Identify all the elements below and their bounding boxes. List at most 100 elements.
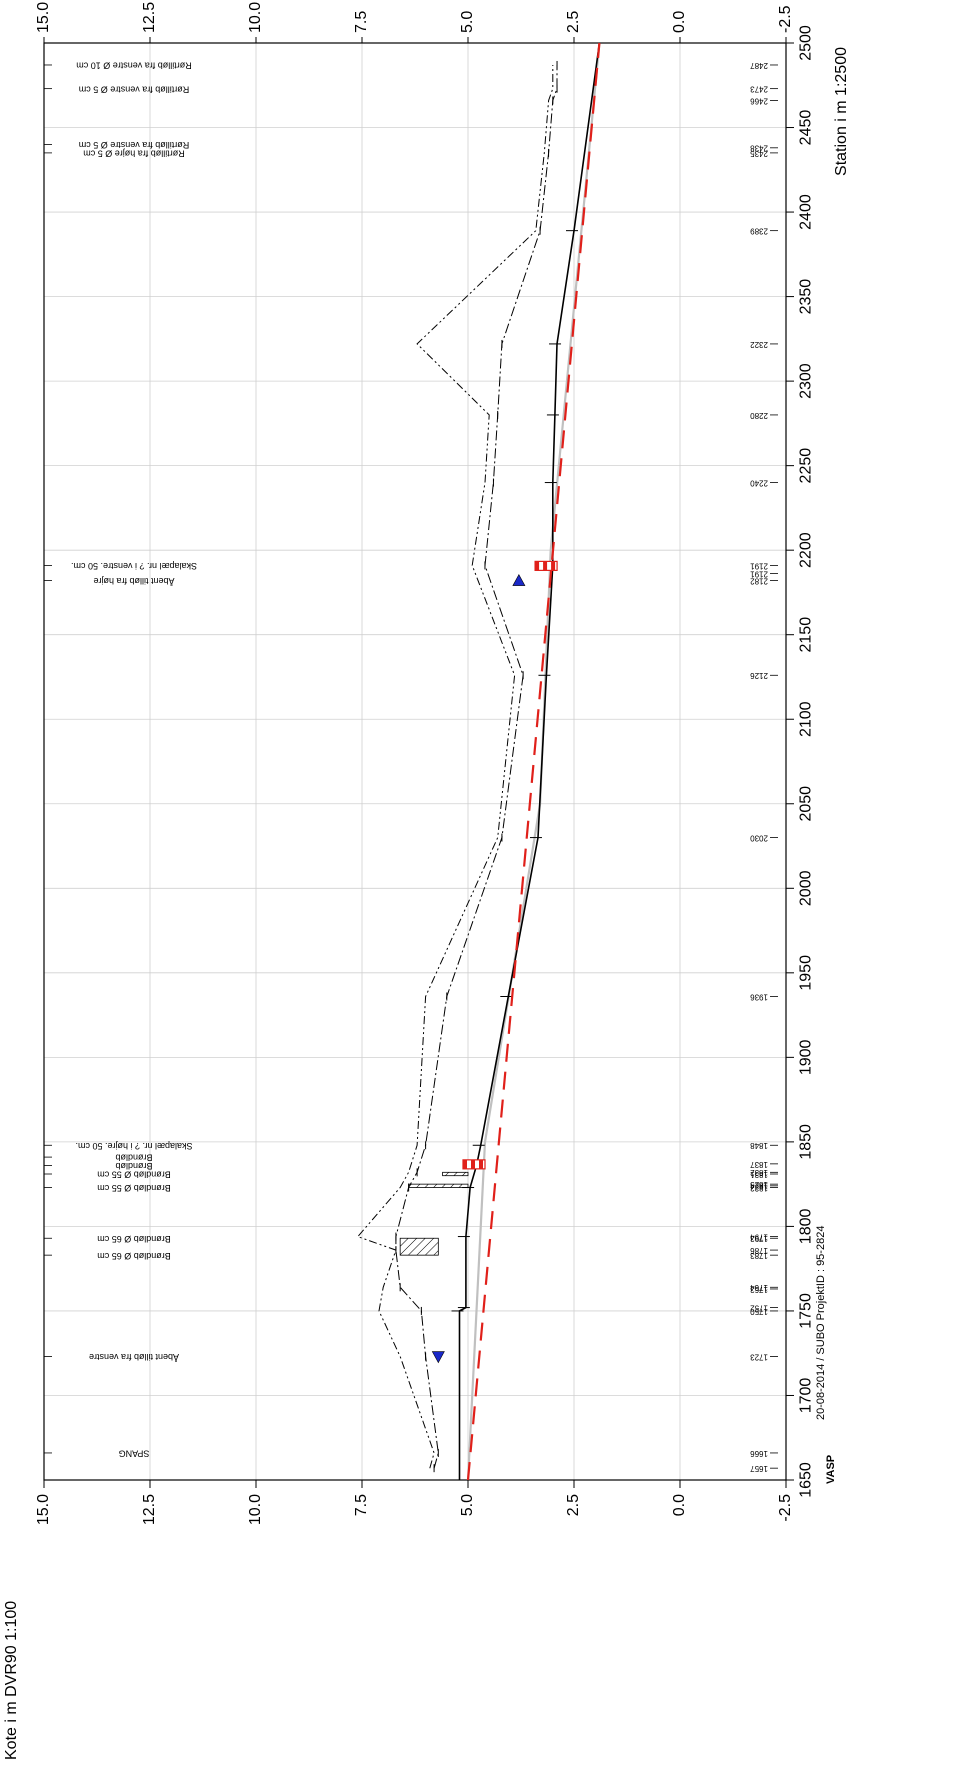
annotation-label: Rørtilløb fra venstre Ø 10 cm [76, 61, 192, 71]
station-label: 1936 [750, 992, 768, 1001]
y-tick-label-bottom: 2.5 [565, 1494, 582, 1516]
y-tick-label-bottom: 12.5 [141, 1494, 158, 1525]
series-terrain-right [395, 65, 558, 1469]
y-tick-label-bottom: 5.0 [459, 1494, 476, 1516]
annotation-label: Åbent tilløb fra venstre [89, 1352, 179, 1362]
y-tick-label-bottom: -2.5 [777, 1494, 794, 1522]
y-tick-label-top: 7.5 [353, 11, 370, 33]
annotation-label: Skalapæl nr. ? i højre. 50 cm. [75, 1141, 192, 1151]
scale-pole-stripe [543, 561, 548, 571]
station-label: 1793 [750, 1234, 768, 1243]
plot-border [43, 42, 787, 1481]
station-label: 1832 [750, 1168, 768, 1177]
inflow-marker [512, 573, 526, 586]
annotation-label: Rørtilløb fra venstre Ø 5 cm [79, 84, 190, 94]
annotation-label: Rørtilløb fra højre Ø 5 cm [83, 149, 185, 159]
scale-pole-stripe [551, 561, 556, 571]
station-label: 1831 [750, 1170, 768, 1179]
scale-pole-stripe [535, 561, 540, 571]
y-tick-label-top: 10.0 [247, 2, 264, 33]
axis-labels: Kote i m DVR90 1:100 Station i m 1:2500 … [3, 47, 850, 1760]
station-label: 2182 [750, 576, 768, 585]
x-tick-label: 2450 [797, 110, 814, 146]
station-label: 2126 [750, 671, 768, 680]
series-terrain-left [356, 65, 554, 1469]
station-label: 1783 [750, 1251, 768, 1260]
station-label: 2438 [750, 144, 768, 153]
station-label: 1823 [750, 1183, 768, 1192]
markers [399, 560, 558, 1364]
x-tick-label: 2150 [797, 617, 814, 653]
station-label: 1657 [750, 1464, 768, 1473]
station-label: 1750 [750, 1307, 768, 1316]
station-label: 2466 [750, 96, 768, 105]
x-tick-label: 2400 [797, 194, 814, 230]
y-tick-label-top: 5.0 [459, 11, 476, 33]
station-label: 2322 [750, 340, 768, 349]
y-tick-label-top: -2.5 [777, 5, 794, 33]
station-label: 1666 [750, 1449, 768, 1458]
station-label: 2487 [750, 61, 768, 70]
x-tick-label: 2500 [797, 25, 814, 61]
x-tick-label: 1900 [797, 1039, 814, 1075]
station-label: 1825 [750, 1180, 768, 1189]
x-tick-label: 1700 [797, 1378, 814, 1414]
station-label: 1763 [750, 1285, 768, 1294]
x-tick-labels: 1650 1700 1750 1800 1850 1900 1950 2000 2050 2100… [797, 25, 814, 1498]
y-axis-label: Kote i m DVR90 1:100 [3, 1601, 20, 1760]
x-tick-label: 1750 [797, 1293, 814, 1329]
annotation-label: Skalapæl nr. ? i venstre. 50 cm. [71, 561, 197, 571]
y-tick-label-top: 15.0 [35, 2, 52, 33]
well-box [442, 1171, 469, 1177]
x-tick-label: 1850 [797, 1124, 814, 1160]
station-label: 2191 [750, 561, 768, 570]
series-design-red [466, 42, 601, 1481]
x-axis-label: Station i m 1:2500 [833, 47, 850, 176]
plot-frame [43, 42, 787, 1481]
x-tick-label: 2250 [797, 448, 814, 484]
y-tick-label-top: 2.5 [565, 11, 582, 33]
station-label: 2280 [750, 411, 768, 420]
station-label: 1764 [750, 1283, 768, 1292]
station-label: 1794 [750, 1232, 768, 1241]
annotation-label: Brøndløb [115, 1161, 152, 1171]
annotation-label: SPANG [119, 1449, 150, 1459]
x-tick-label: 2350 [797, 279, 814, 315]
annotation-label: Brøndløb [115, 1153, 152, 1163]
x-tick-label: 1950 [797, 955, 814, 991]
station-label: 1848 [750, 1141, 768, 1150]
footer-left: VASP [825, 1455, 837, 1484]
x-tick-label: 2000 [797, 870, 814, 906]
station-label: 1786 [750, 1246, 768, 1255]
x-tick-label: 1650 [797, 1462, 814, 1498]
station-label: 2435 [750, 149, 768, 158]
annotation-label: Brøndløb Ø 65 cm [97, 1234, 171, 1244]
x-tick-label: 2050 [797, 786, 814, 822]
y-tick-label-bottom: 7.5 [353, 1494, 370, 1516]
well-box [408, 1183, 469, 1188]
x-tick-label: 2100 [797, 701, 814, 737]
footer-right: 20-08-2014 / SUBO ProjektID : 95-2824 [815, 1226, 827, 1420]
station-label: 1837 [750, 1160, 768, 1169]
scale-pole-stripe [471, 1159, 475, 1169]
series-grey-line [466, 42, 601, 1481]
scale-pole-stripe [479, 1159, 483, 1169]
station-label: 1824 [750, 1182, 768, 1191]
x-tick-label: 2200 [797, 532, 814, 568]
annotation-label: Brøndløb Ø 55 cm [97, 1183, 171, 1193]
x-tick-label: 2300 [797, 363, 814, 399]
annotation-label: Brøndløb Ø 55 cm [97, 1170, 171, 1180]
y-tick-label-bottom: 15.0 [35, 1494, 52, 1525]
y-tick-label-top: 0.0 [671, 11, 688, 33]
station-label: 2389 [750, 227, 768, 236]
y-tick-labels: -2.5 -2.5 0.0 0.0 2.5 2.5 5.0 5.0 7.5 7.5 10.0 10.0… [35, 2, 794, 1525]
station-label: 1723 [750, 1352, 768, 1361]
annotation-label: Rørtilløb fra venstre Ø 5 cm [79, 140, 190, 150]
y-tick-label-bottom: 0.0 [671, 1494, 688, 1516]
series-lines [356, 42, 604, 1481]
grid [43, 37, 794, 1488]
annotation-labels: SPANG Åbent tilløb fra venstre Brøndløb Ø … [44, 61, 197, 1459]
annotation-label: Åbent tilløb fra højre [93, 576, 174, 586]
station-label: 2473 [750, 85, 768, 94]
